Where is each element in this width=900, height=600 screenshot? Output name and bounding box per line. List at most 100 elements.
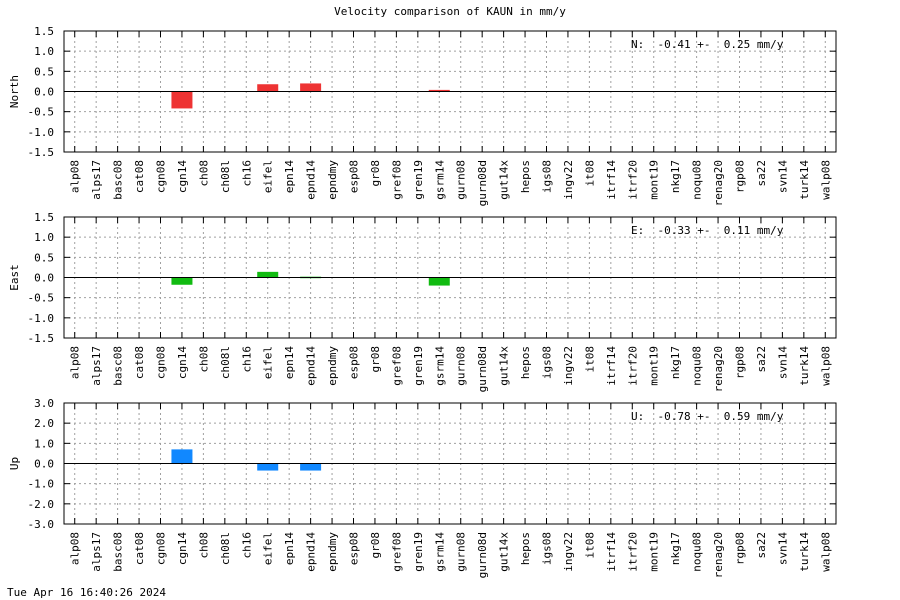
x-tick-label: gr08 <box>369 532 382 559</box>
x-tick-label: gurn08d <box>476 160 489 206</box>
x-tick-label: turk14 <box>798 160 811 200</box>
x-tick-label: ch08 <box>197 160 210 187</box>
x-tick-label: noqu08 <box>691 346 704 386</box>
y-tick-label: 1.0 <box>34 231 54 244</box>
x-tick-label: rgp08 <box>734 346 747 379</box>
bar-eifel <box>257 463 279 471</box>
x-tick-label: gurn08d <box>476 346 489 392</box>
x-tick-label: walp08 <box>819 160 832 200</box>
x-tick-label: noqu08 <box>691 532 704 572</box>
x-tick-label: gurn08 <box>455 346 468 386</box>
x-tick-label: itrf14 <box>605 160 618 200</box>
y-tick-label: -1.0 <box>28 126 55 139</box>
x-tick-label: mont19 <box>648 532 661 572</box>
x-tick-label: svn14 <box>776 532 789 565</box>
bar-cgn14 <box>171 449 193 464</box>
x-tick-label: cgn08 <box>155 160 168 193</box>
x-tick-label: cat08 <box>133 346 146 379</box>
x-tick-label: gurn08d <box>476 532 489 578</box>
x-tick-label: epnd14 <box>305 532 318 572</box>
y-tick-label: -1.5 <box>28 146 55 159</box>
x-tick-label: gut14x <box>498 160 511 200</box>
x-tick-label: alp08 <box>69 532 82 565</box>
x-tick-label: hepos <box>519 346 532 379</box>
stat-annotation: N: -0.41 +- 0.25 mm/y <box>631 38 784 51</box>
x-tick-label: it08 <box>583 160 596 187</box>
y-axis-label: North <box>8 75 21 108</box>
x-tick-label: basc08 <box>112 346 125 386</box>
x-tick-label: svn14 <box>776 160 789 193</box>
x-tick-label: ch16 <box>240 346 253 373</box>
x-tick-label: walp08 <box>819 532 832 572</box>
x-tick-label: basc08 <box>112 532 125 572</box>
x-tick-label: epndmy <box>326 160 339 200</box>
x-tick-label: gsrm14 <box>433 532 446 572</box>
x-tick-label: esp08 <box>348 346 361 379</box>
x-tick-label: epnd14 <box>305 160 318 200</box>
x-tick-label: it08 <box>583 346 596 373</box>
bar-eifel <box>257 271 279 278</box>
x-tick-label: ingv22 <box>562 532 575 572</box>
y-tick-label: -2.0 <box>28 498 55 511</box>
bar-cgn14 <box>171 91 193 109</box>
x-tick-label: itrf20 <box>626 532 639 572</box>
x-tick-label: gren19 <box>412 532 425 572</box>
y-tick-label: 0.5 <box>34 65 54 78</box>
x-tick-label: gsrm14 <box>433 346 446 386</box>
x-tick-label: mont19 <box>648 160 661 200</box>
y-tick-label: 0.5 <box>34 251 54 264</box>
x-tick-label: basc08 <box>112 160 125 200</box>
x-tick-label: gurn08 <box>455 532 468 572</box>
x-tick-label: gr08 <box>369 346 382 373</box>
x-tick-label: rgp08 <box>734 532 747 565</box>
x-tick-label: ch08l <box>219 346 232 379</box>
y-tick-label: 0.0 <box>34 272 54 285</box>
x-tick-label: epn14 <box>283 160 296 193</box>
x-tick-label: gut14x <box>498 346 511 386</box>
x-tick-label: alps17 <box>90 160 103 200</box>
x-tick-label: sa22 <box>755 346 768 373</box>
x-tick-label: cgn14 <box>176 346 189 379</box>
y-tick-label: 1.5 <box>34 25 54 38</box>
x-tick-label: hepos <box>519 160 532 193</box>
y-tick-label: -0.5 <box>28 292 55 305</box>
x-tick-label: cat08 <box>133 532 146 565</box>
y-tick-label: 1.0 <box>34 45 54 58</box>
x-tick-label: sa22 <box>755 532 768 559</box>
x-tick-label: turk14 <box>798 346 811 386</box>
y-tick-label: 0.0 <box>34 86 54 99</box>
x-tick-label: esp08 <box>348 160 361 193</box>
x-tick-label: ch08 <box>197 532 210 559</box>
plot-frame <box>63 216 837 339</box>
x-tick-label: ch08l <box>219 160 232 193</box>
plot-frame <box>63 30 837 153</box>
y-axis-label: Up <box>8 457 21 470</box>
x-tick-label: gref08 <box>390 160 403 200</box>
x-tick-label: cgn08 <box>155 532 168 565</box>
x-tick-label: alp08 <box>69 346 82 379</box>
bar-gsrm14 <box>428 277 450 286</box>
plot-frame <box>63 402 837 525</box>
x-tick-label: epndmy <box>326 346 339 386</box>
x-tick-label: nkg17 <box>669 532 682 565</box>
x-tick-label: ingv22 <box>562 160 575 200</box>
panel-north: 1.5 1.0 0.5 0.0 -0.5 -1.0 -1.5 alp08 alps17 basc0… <box>8 25 837 206</box>
panel-up: 3.0 2.0 1.0 0.0 -1.0 -2.0 -3.0 alp08 alps17 basc0… <box>8 397 837 578</box>
y-tick-label: 3.0 <box>34 397 54 410</box>
x-tick-label: gren19 <box>412 346 425 386</box>
bar-epnd14 <box>300 463 322 471</box>
x-tick-label: cgn14 <box>176 532 189 565</box>
x-tick-label: ch16 <box>240 532 253 559</box>
x-tick-label: epndmy <box>326 532 339 572</box>
x-tick-label: renag20 <box>712 346 725 392</box>
y-tick-label: 1.0 <box>34 437 54 450</box>
x-tick-label: ch08l <box>219 532 232 565</box>
x-tick-label: ch08 <box>197 346 210 373</box>
x-tick-label: gref08 <box>390 532 403 572</box>
x-tick-label: igs08 <box>541 532 554 565</box>
x-tick-label: itrf20 <box>626 346 639 386</box>
x-tick-label: gurn08 <box>455 160 468 200</box>
timestamp: Tue Apr 16 16:40:26 2024 <box>7 586 166 599</box>
x-tick-label: esp08 <box>348 532 361 565</box>
